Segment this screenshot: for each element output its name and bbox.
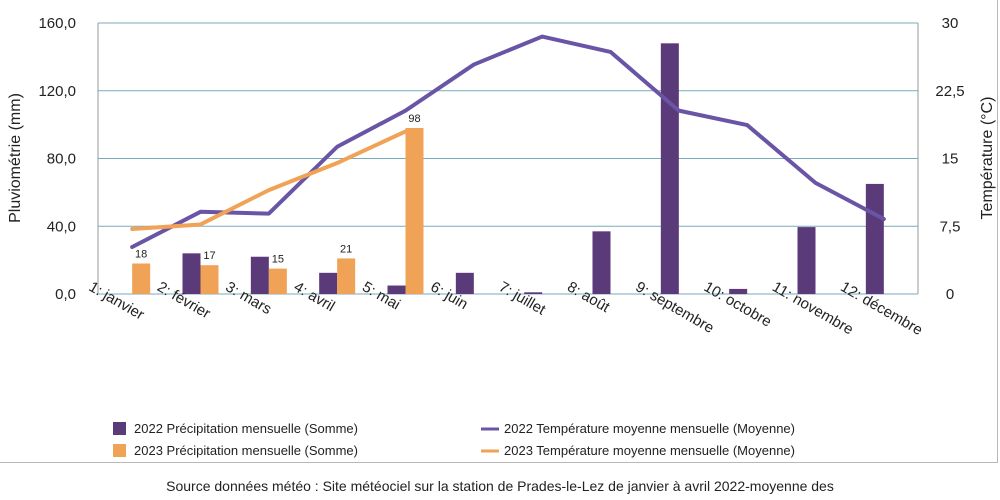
bar xyxy=(797,227,816,294)
y-tick-label: 160,0 xyxy=(38,15,76,32)
legend-swatch xyxy=(113,422,126,435)
legend-label: 2023 Température moyenne mensuelle (Moye… xyxy=(504,443,795,458)
y2-tick-label: 30 xyxy=(942,15,959,32)
legend-label: 2023 Précipitation mensuelle (Somme) xyxy=(134,443,358,458)
bar xyxy=(182,253,201,294)
bar xyxy=(524,292,543,294)
data-label: 98 xyxy=(408,113,420,125)
y2-tick-label: 22,5 xyxy=(935,83,964,100)
bar xyxy=(729,288,748,294)
bar xyxy=(337,258,356,294)
bar xyxy=(250,256,269,294)
legend-label: 2022 Précipitation mensuelle (Somme) xyxy=(134,421,358,436)
x-tick-label: 5: mai xyxy=(359,278,403,313)
legend-label: 2022 Température moyenne mensuelle (Moye… xyxy=(504,421,795,436)
y-tick-label: 40,0 xyxy=(47,218,76,235)
data-label: 21 xyxy=(340,243,352,255)
bar xyxy=(132,263,151,294)
y2-tick-label: 0 xyxy=(946,286,954,303)
y2-axis-title: Température (°C) xyxy=(979,97,996,220)
legend-swatch xyxy=(113,444,126,457)
y-tick-label: 0,0 xyxy=(55,286,76,303)
legend: 2022 Précipitation mensuelle (Somme) 2023… xyxy=(113,421,795,458)
data-label: 18 xyxy=(135,249,147,261)
bar xyxy=(268,268,287,294)
lines xyxy=(130,34,886,250)
data-labels: 18 17 15 21 98 xyxy=(135,113,421,266)
source-caption: Source données météo : Site météociel su… xyxy=(166,478,834,494)
bar xyxy=(319,272,338,294)
x-tick-label: 7: juillet xyxy=(496,278,549,319)
bar xyxy=(200,265,219,294)
y2-tick-label: 7,5 xyxy=(940,218,961,235)
series-line xyxy=(130,129,408,231)
bar xyxy=(387,285,406,294)
series-line xyxy=(130,34,886,250)
bar xyxy=(405,128,424,294)
data-label: 17 xyxy=(203,250,215,262)
gridlines xyxy=(98,22,918,295)
y2-tick-label: 15 xyxy=(942,151,959,168)
bar xyxy=(455,272,474,294)
bar xyxy=(660,43,679,295)
y-tick-label: 80,0 xyxy=(47,151,76,168)
bar xyxy=(865,183,884,294)
chart-frame xyxy=(0,0,998,463)
y-axis-title: Pluviométrie (mm) xyxy=(7,93,24,223)
y-tick-label: 120,0 xyxy=(38,83,76,100)
data-label: 15 xyxy=(272,254,284,266)
bars xyxy=(132,43,884,295)
bar xyxy=(592,231,611,294)
